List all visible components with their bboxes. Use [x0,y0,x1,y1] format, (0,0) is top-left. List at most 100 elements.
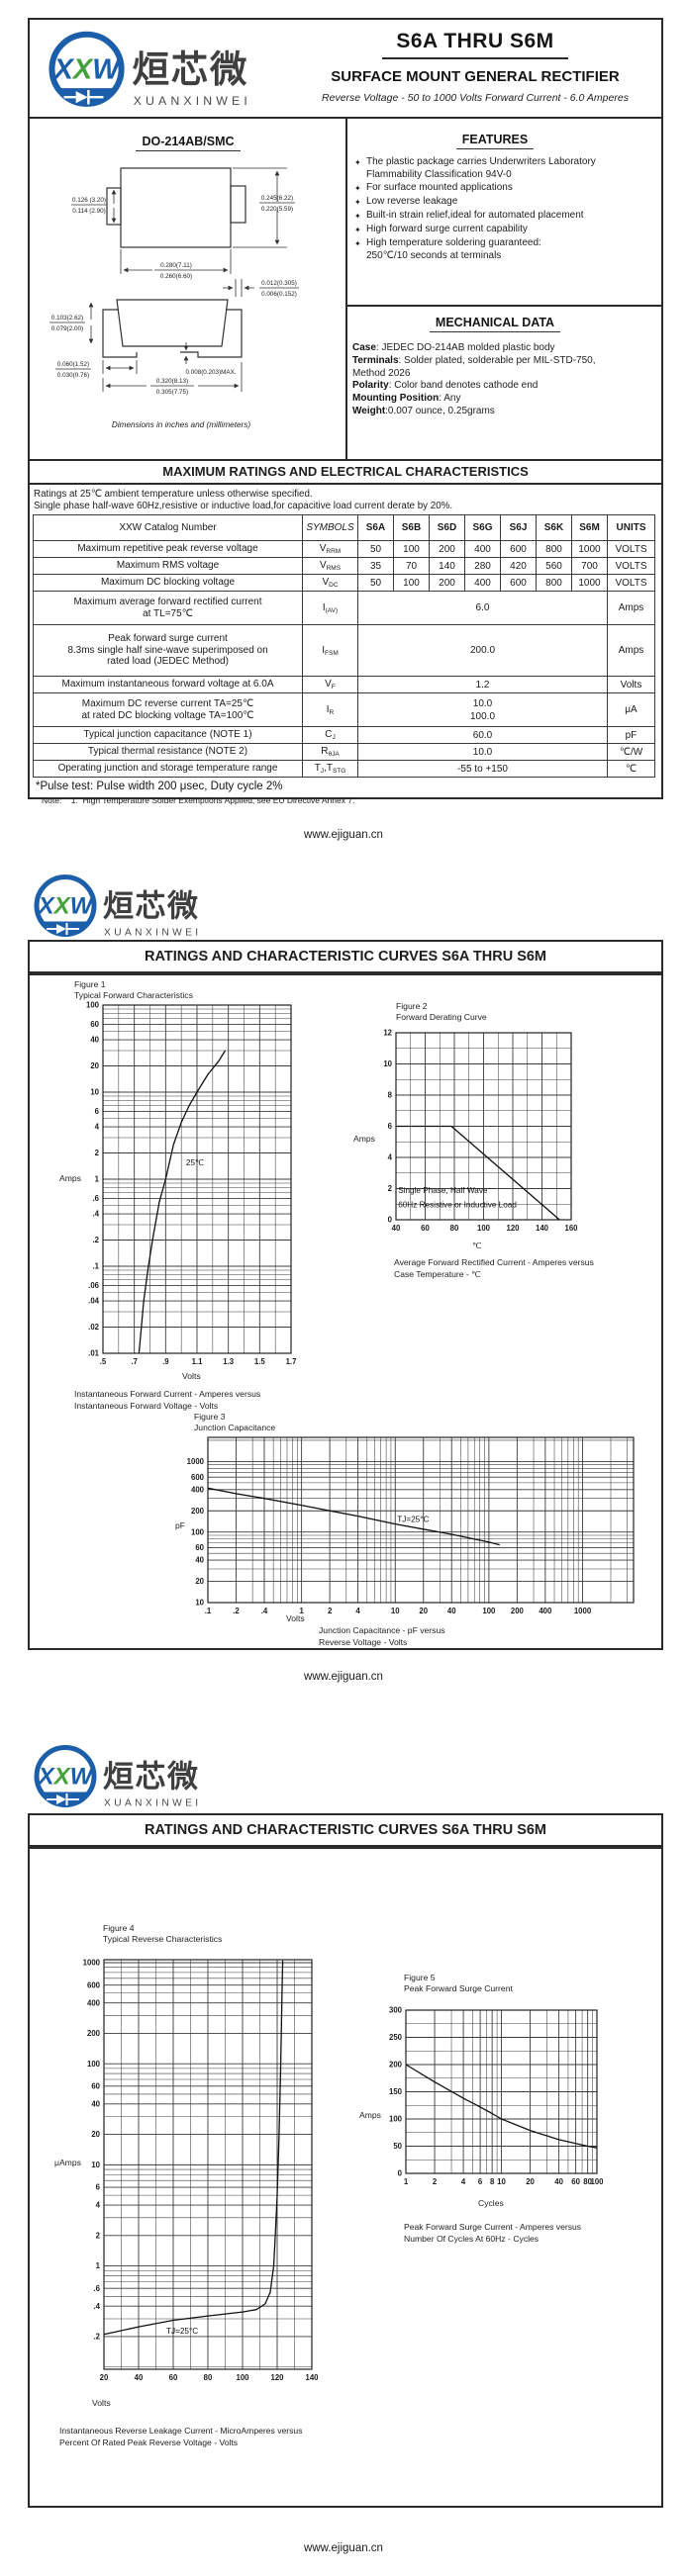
y-tick-label: 6 [388,1122,393,1131]
y-tick-label: 10 [91,2161,100,2169]
row-units: VOLTS [607,540,655,558]
panel-divider-horizontal [347,305,663,307]
row-units: pF [607,726,655,744]
website-link[interactable]: www.ejiguan.cn [304,829,383,841]
y-tick-label: 20 [90,1061,99,1070]
row-symbol: VRMS [302,557,358,575]
column-header-symbols: SYMBOLS [302,514,358,541]
logo-chinese-name: 烜芯微 [103,1760,200,1794]
website-link[interactable]: www.ejiguan.cn [304,2542,383,2554]
x-tick-label: 1.7 [286,1357,297,1366]
row-value-merged: 10.0 100.0 [357,692,608,727]
figure3-y-axis-label: pF [175,1520,186,1530]
x-tick-label: 10 [391,1607,400,1615]
dim-standoff: 0.008(0.203)MAX. [185,369,236,376]
page2-content-frame [28,973,663,1650]
feature-text: High forward surge current capability [366,223,528,234]
row-value: 800 [536,540,572,558]
dim-side-height: 0.103(2.62) [51,315,83,322]
y-tick-label: 1 [96,2261,101,2270]
figure5-x-axis-label: Cycles [478,2198,504,2208]
x-tick-label: 1.3 [223,1357,235,1366]
bullet-icon: ✦ [354,158,361,167]
table-row: Maximum instantaneous forward voltage at… [33,676,655,693]
y-tick-label: 100 [389,2115,403,2124]
logo-english-name: XUANXINWEI [104,928,200,939]
figure3-annotation: TJ=25°C [397,1515,429,1523]
table-row: Typical thermal resistance (NOTE 2) RθJA 1… [33,743,655,761]
x-tick-label: 2 [328,1607,333,1615]
figure4-title: Figure 4 Typical Reverse Characteristics [103,1923,223,1944]
y-tick-label: .06 [88,1281,100,1290]
curves-banner-page2: RATINGS AND CHARACTERISTIC CURVES S6A TH… [28,940,663,973]
row-value: 100 [393,540,430,558]
x-tick-label: .5 [100,1357,107,1366]
y-tick-label: .01 [88,1349,100,1358]
y-tick-label: 20 [195,1577,204,1586]
document-subtitle: Reverse Voltage - 50 to 1000 Volts Forwa… [322,92,629,104]
figure4-curve [103,1960,284,2336]
figure5-y-axis-label: Amps [359,2110,381,2120]
x-tick-label: 60 [571,2177,580,2186]
column-header-device: S6M [571,514,608,541]
y-tick-label: 40 [91,2099,100,2108]
pulse-test-footnote: *Pulse test: Pulse width 200 μsec, Duty … [36,781,283,792]
y-tick-label: .04 [88,1297,100,1306]
website-link[interactable]: www.ejiguan.cn [304,1671,383,1683]
figure3-title: Figure 3 Junction Capacitance [194,1412,276,1432]
row-value: 280 [464,557,501,575]
x-tick-label: 1 [299,1607,304,1615]
y-tick-label: .6 [92,1194,99,1203]
y-tick-label: 40 [90,1036,99,1045]
row-value-merged: -55 to +150 [357,760,608,778]
y-tick-label: .2 [92,1236,99,1244]
mechanical-data-line: Case: JEDEC DO-214AB molded plastic body [352,342,555,353]
y-tick-label: 6 [95,1107,100,1116]
figure1-y-axis-label: Amps [59,1173,81,1183]
table-row: Maximum repetitive peak reverse voltage V… [33,540,655,558]
y-tick-label: 2 [95,1149,100,1157]
table-row: Maximum RMS voltage VRMS 35 70 140 280 420 560 7… [33,557,655,575]
figure1-title: Figure 1 Typical Forward Characteristics [74,979,193,1000]
part-number-title: S6A THRU S6M [382,30,568,59]
x-tick-label: 400 [539,1607,552,1615]
row-units: VOLTS [607,574,655,592]
x-tick-label: .7 [131,1357,138,1366]
x-tick-label: 4 [461,2177,466,2186]
x-tick-label: 160 [564,1224,578,1233]
figure2-title: Figure 2 Forward Derating Curve [396,1001,487,1022]
x-tick-label: .2 [233,1607,240,1615]
x-tick-label: 2 [433,2177,438,2186]
y-tick-label: 4 [95,1123,100,1132]
feature-item: ✦ The plastic package carries Underwriter… [354,156,653,181]
x-tick-label: 10 [497,2177,506,2186]
row-label: Typical thermal resistance (NOTE 2) [33,743,303,761]
company-logo: XXW 烜芯微 XUANXINWEI [34,1745,200,1809]
row-value: 50 [357,574,394,592]
svg-text:0.079(2.00): 0.079(2.00) [51,325,83,332]
y-tick-label: .4 [93,2302,100,2311]
package-body-top-view [120,167,232,248]
y-tick-label: 400 [191,1485,205,1494]
y-tick-label: 2 [96,2231,101,2240]
x-tick-label: 4 [355,1607,360,1615]
table-row: Typical junction capacitance (NOTE 1) CJ 6… [33,726,655,744]
figure4-annotation: TJ=25°C [166,2327,198,2336]
svg-text:0.006(0.152): 0.006(0.152) [261,291,297,298]
row-value-merged: 1.2 [357,676,608,693]
y-tick-label: 6 [96,2183,101,2192]
x-tick-label: 100 [477,1224,491,1233]
row-symbol: I(AV) [302,591,358,625]
figure4-y-axis-label: μAmps [54,2158,81,2167]
feature-text: The plastic package carries Underwriters… [366,156,596,180]
svg-text:0.114 (2.90): 0.114 (2.90) [72,208,106,215]
figure1-chart: .5 .7 .9 1.1 1.3 1.5 1.7 100 60 40 20 10 6 4 2 1 .6 .4 .2.… [86,1001,297,1366]
figure4-chart: 20 40 60 80 100 120 140 1000 600 400 200 100 60 40 20 1… [83,1959,320,2382]
logo-slot-page3: XXW 烜芯微 XUANXINWEI [30,1741,200,1813]
figure5-caption: Peak Forward Surge Current - Amperes ver… [404,2222,582,2244]
row-units: VOLTS [607,557,655,575]
row-symbol: RθJA [302,743,358,761]
y-tick-label: 4 [96,2201,101,2210]
x-tick-label: 1000 [574,1607,592,1615]
